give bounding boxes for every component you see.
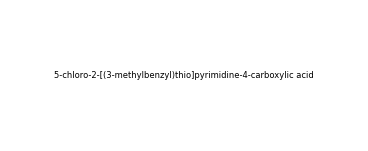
Text: 5-chloro-2-[(3-methylbenzyl)thio]pyrimidine-4-carboxylic acid: 5-chloro-2-[(3-methylbenzyl)thio]pyrimid… <box>54 71 314 80</box>
